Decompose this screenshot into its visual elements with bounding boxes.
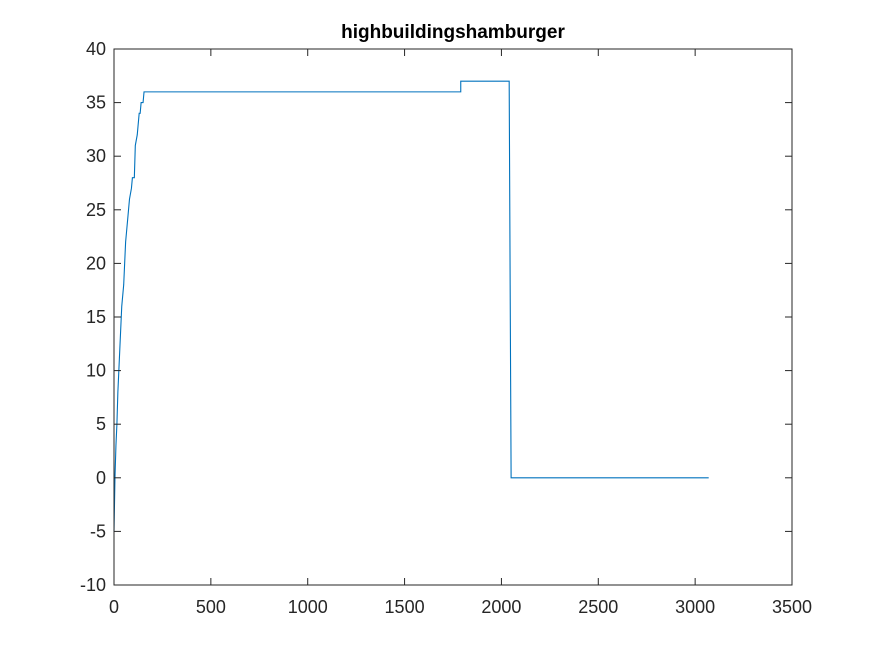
chart-title: highbuildingshamburger [341,22,565,43]
x-tick-label: 2000 [481,597,521,617]
y-tick-label: 25 [86,200,106,220]
plot-area [114,49,792,585]
y-tick-label: 40 [86,39,106,59]
y-tick-label: -10 [80,575,106,595]
x-tick-label: 1500 [385,597,425,617]
y-tick-label: 5 [96,414,106,434]
series-line-0 [113,80,709,532]
series-layer [113,80,709,532]
y-tick-label: 0 [96,468,106,488]
x-tick-label: 3000 [675,597,715,617]
y-tick-label: 20 [86,253,106,273]
x-tick-label: 3500 [772,597,812,617]
x-tick-label: 500 [196,597,226,617]
tick-layer: 0 500 1000 1500 2000 2500 3000 3500 -10 -5 0 5 10 15 2… [80,39,812,617]
x-tick-label: 1000 [288,597,328,617]
y-tick-label: 30 [86,146,106,166]
x-tick-label: 0 [109,597,119,617]
y-tick-label: -5 [90,521,106,541]
y-tick-label: 15 [86,307,106,327]
x-tick-label: 2500 [578,597,618,617]
y-tick-label: 35 [86,93,106,113]
y-tick-label: 10 [86,361,106,381]
